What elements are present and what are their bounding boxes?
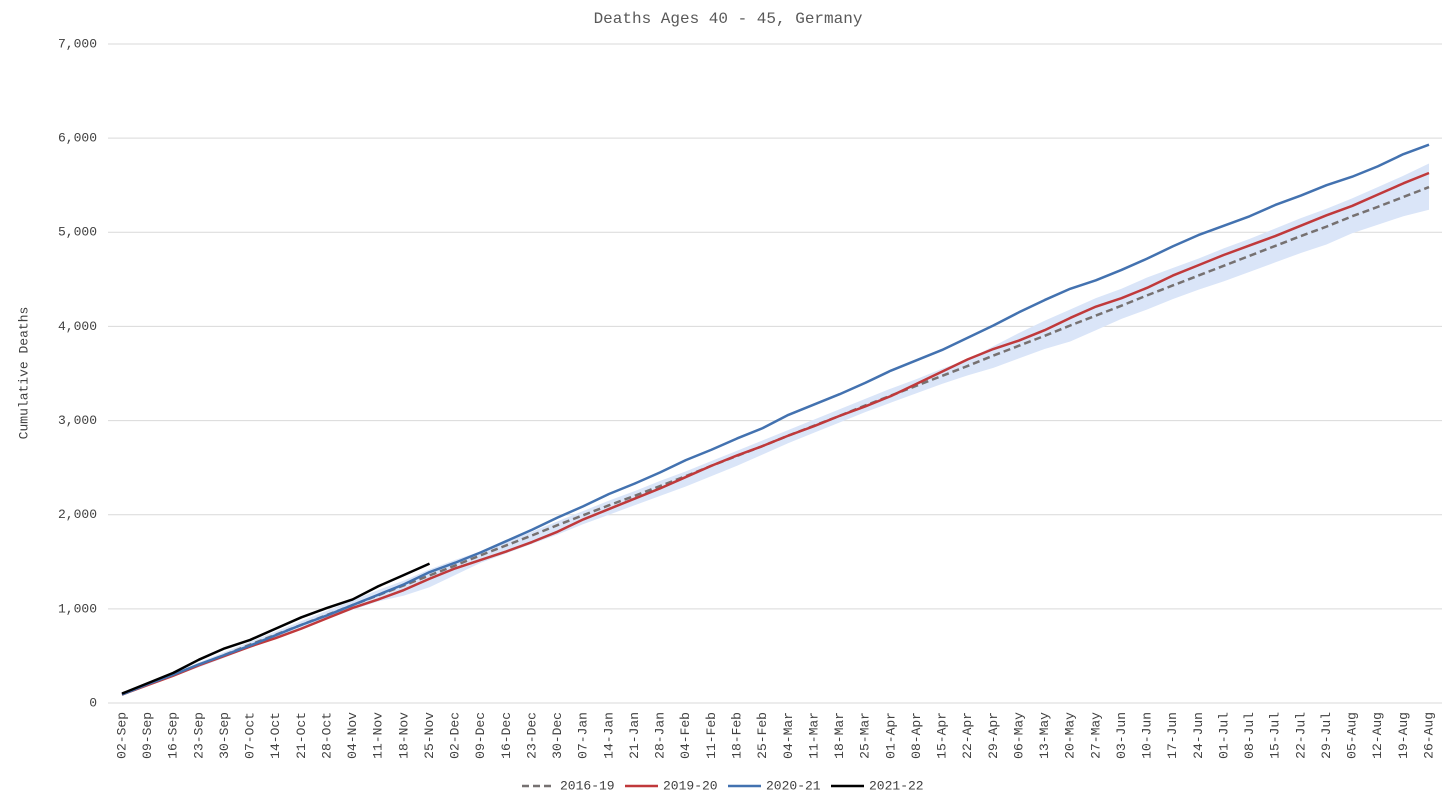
y-tick-label: 7,000: [58, 36, 97, 51]
x-tick-label: 24-Jun: [1191, 712, 1206, 759]
x-tick-label: 09-Dec: [473, 712, 488, 759]
x-tick-label: 30-Dec: [550, 712, 565, 759]
x-tick-label: 06-May: [1011, 712, 1026, 759]
x-tick-label: 25-Mar: [858, 712, 873, 759]
x-tick-label: 01-Apr: [883, 712, 898, 759]
y-tick-label: 1,000: [58, 601, 97, 616]
x-tick-label: 03-Jun: [1114, 712, 1129, 759]
chart-title: Deaths Ages 40 - 45, Germany: [594, 10, 863, 28]
x-tick-label: 05-Aug: [1345, 712, 1360, 759]
x-tick-label: 25-Feb: [755, 712, 770, 759]
x-tick-label: 08-Jul: [1242, 712, 1257, 759]
x-tick-label: 16-Dec: [499, 712, 514, 759]
x-tick-label: 04-Feb: [678, 712, 693, 759]
legend-label: 2020-21: [766, 778, 821, 793]
x-tick-label: 12-Aug: [1370, 712, 1385, 759]
x-tick-label: 22-Jul: [1293, 712, 1308, 759]
series-line: [121, 143, 1430, 696]
x-tick-label: 04-Nov: [345, 712, 360, 759]
x-tick-label: 21-Oct: [294, 712, 309, 759]
x-tick-label: 25-Nov: [422, 712, 437, 759]
x-tick-label: 08-Apr: [909, 712, 924, 759]
y-axis-title: Cumulative Deaths: [16, 307, 31, 440]
range-band: [122, 163, 1429, 696]
y-tick-label: 0: [89, 695, 97, 710]
x-tick-label: 28-Oct: [319, 712, 334, 759]
x-tick-label: 26-Aug: [1421, 712, 1436, 759]
y-tick-label: 5,000: [58, 225, 97, 240]
x-tick-label: 15-Jul: [1268, 712, 1283, 759]
y-tick-label: 2,000: [58, 507, 97, 522]
x-tick-label: 16-Sep: [166, 712, 181, 759]
x-tick-label: 23-Dec: [524, 712, 539, 759]
x-tick-label: 04-Mar: [781, 712, 796, 759]
series-line: [121, 562, 431, 695]
x-tick-label: 15-Apr: [935, 712, 950, 759]
x-tick-label: 14-Jan: [601, 712, 616, 759]
x-tick-label: 23-Sep: [191, 712, 206, 759]
x-tick-label: 29-Apr: [986, 712, 1001, 759]
x-tick-label: 29-Jul: [1319, 712, 1334, 759]
x-tick-label: 19-Aug: [1396, 712, 1411, 759]
y-tick-label: 4,000: [58, 319, 97, 334]
x-tick-label: 02-Dec: [448, 712, 463, 759]
x-tick-label: 07-Oct: [243, 712, 258, 759]
y-tick-label: 3,000: [58, 413, 97, 428]
x-tick-label: 30-Sep: [217, 712, 232, 759]
x-tick-label: 22-Apr: [960, 712, 975, 759]
x-tick-label: 10-Jun: [1140, 712, 1155, 759]
x-tick-label: 20-May: [1063, 712, 1078, 759]
x-tick-label: 17-Jun: [1165, 712, 1180, 759]
x-tick-label: 11-Nov: [371, 712, 386, 759]
x-tick-label: 18-Mar: [832, 712, 847, 759]
x-tick-label: 18-Nov: [396, 712, 411, 759]
legend-label: 2016-19: [560, 778, 615, 793]
x-tick-label: 02-Sep: [114, 712, 129, 759]
y-tick-label: 6,000: [58, 131, 97, 146]
x-tick-label: 11-Feb: [704, 712, 719, 759]
x-tick-label: 07-Jan: [576, 712, 591, 759]
series-line: [121, 171, 1430, 696]
legend-label: 2021-22: [869, 778, 924, 793]
x-tick-label: 21-Jan: [627, 712, 642, 759]
x-tick-label: 27-May: [1088, 712, 1103, 759]
legend-label: 2019-20: [663, 778, 718, 793]
x-tick-label: 13-May: [1037, 712, 1052, 759]
x-tick-label: 14-Oct: [268, 712, 283, 759]
x-tick-label: 09-Sep: [140, 712, 155, 759]
x-tick-label: 11-Mar: [806, 712, 821, 759]
x-tick-label: 18-Feb: [729, 712, 744, 759]
x-tick-label: 01-Jul: [1216, 712, 1231, 759]
x-tick-label: 28-Jan: [653, 712, 668, 759]
